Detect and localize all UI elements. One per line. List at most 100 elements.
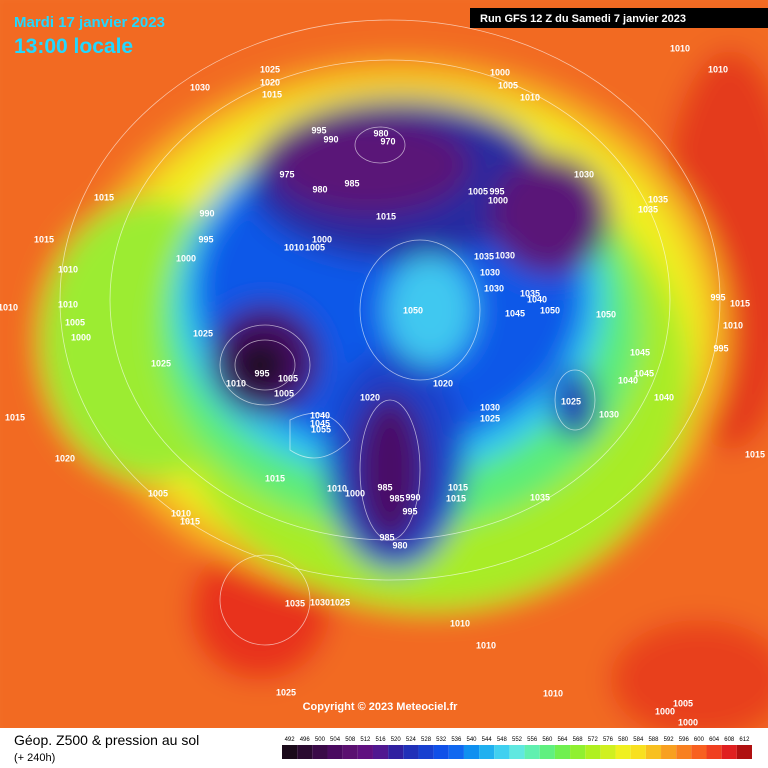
colorbar-label: 576 bbox=[603, 737, 614, 743]
field-purple bbox=[490, 155, 610, 275]
isobar-label: 1015 bbox=[745, 449, 765, 459]
colorbar-label: 516 bbox=[376, 737, 387, 743]
isobar-label: 1035 bbox=[638, 204, 658, 214]
isobar-label: 995 bbox=[713, 343, 728, 353]
colorbar-swatch bbox=[554, 745, 571, 759]
colorbar-label: 512 bbox=[360, 737, 371, 743]
time: 13:00 locale bbox=[14, 35, 133, 58]
colorbar-label: 564 bbox=[557, 737, 568, 743]
isobar-label: 1010 bbox=[58, 264, 78, 274]
colorbar-swatch bbox=[570, 745, 586, 759]
isobar-label: 1025 bbox=[330, 597, 350, 607]
isobar-label: 1030 bbox=[599, 409, 619, 419]
isobar-label: 1040 bbox=[618, 375, 638, 385]
isobar bbox=[554, 369, 596, 431]
isobar-label: 1020 bbox=[260, 77, 280, 87]
isobar-label: 1010 bbox=[450, 618, 470, 628]
colorbar-swatch bbox=[418, 745, 434, 759]
colorbar-label: 548 bbox=[497, 737, 508, 743]
colorbar-swatch bbox=[463, 745, 480, 759]
isobar bbox=[219, 554, 311, 646]
colorbar-swatch bbox=[539, 745, 555, 759]
isobar-label: 1055 bbox=[311, 424, 331, 434]
isobar-label: 1030 bbox=[495, 250, 515, 260]
colorbar-label: 580 bbox=[618, 737, 629, 743]
isobar-label: 995 bbox=[198, 234, 213, 244]
field-darkblue bbox=[553, 370, 597, 440]
isobar-label: 1025 bbox=[480, 413, 500, 423]
colorbar-swatch bbox=[691, 745, 707, 759]
isobar-label: 1030 bbox=[310, 597, 330, 607]
colorbar-label: 520 bbox=[391, 737, 402, 743]
isobar-label: 1035 bbox=[648, 194, 668, 204]
colorbar-label: 536 bbox=[451, 737, 462, 743]
colorbar-swatch bbox=[312, 745, 328, 759]
colorbar-label: 608 bbox=[724, 737, 735, 743]
isobar-label: 980 bbox=[312, 184, 327, 194]
isobar-label: 1005 bbox=[65, 317, 85, 327]
colorbar-swatch bbox=[615, 745, 631, 759]
date: Mardi 17 janvier 2023 bbox=[14, 14, 165, 31]
isobar-label: 1030 bbox=[480, 402, 500, 412]
isobar-label: 1015 bbox=[265, 473, 285, 483]
isobar-label: 1000 bbox=[312, 234, 332, 244]
isobar-label: 1015 bbox=[730, 298, 750, 308]
isobar-label: 1000 bbox=[176, 253, 196, 263]
colorbar-swatch bbox=[585, 745, 601, 759]
run-info: Run GFS 12 Z du Samedi 7 janvier 2023 bbox=[480, 13, 686, 25]
isobar bbox=[219, 324, 311, 406]
isobar-label: 1035 bbox=[474, 251, 494, 261]
isobar bbox=[59, 19, 721, 581]
colorbar-swatch bbox=[494, 745, 510, 759]
isobar-label: 980 bbox=[373, 128, 388, 138]
isobar-label: 1030 bbox=[190, 82, 210, 92]
isobar-label: 985 bbox=[344, 178, 359, 188]
isobar-label: 1005 bbox=[278, 373, 298, 383]
isobar-label: 1010 bbox=[327, 483, 347, 493]
isobar-label: 1000 bbox=[71, 332, 91, 342]
isobar-label: 1000 bbox=[490, 67, 510, 77]
isobar-label: 1000 bbox=[678, 717, 698, 727]
colorbar-label: 540 bbox=[467, 737, 478, 743]
colorbar-swatch bbox=[600, 745, 616, 759]
colorbar-label: 604 bbox=[709, 737, 720, 743]
colorbar-swatch bbox=[448, 745, 464, 759]
isobar-label: 1010 bbox=[476, 640, 496, 650]
isobar-label: 990 bbox=[405, 492, 420, 502]
isobar-label: 1045 bbox=[505, 308, 525, 318]
colorbar-label: 612 bbox=[739, 737, 750, 743]
colorbar-label: 592 bbox=[664, 737, 675, 743]
isobar-label: 1030 bbox=[480, 267, 500, 277]
footer-title: Géop. Z500 & pression au sol bbox=[14, 732, 199, 748]
colorbar-swatch bbox=[706, 745, 722, 759]
isobar-label: 1010 bbox=[543, 688, 563, 698]
colorbar-swatch bbox=[721, 745, 737, 759]
colorbar-swatch bbox=[509, 745, 525, 759]
isobar-label: 1045 bbox=[310, 418, 330, 428]
isobar-label: 1000 bbox=[655, 706, 675, 716]
colorbar-swatch bbox=[736, 745, 752, 759]
isobar bbox=[289, 412, 351, 459]
colorbar-swatch bbox=[479, 745, 495, 759]
isobar-label: 1010 bbox=[284, 242, 304, 252]
colorbar-label: 508 bbox=[345, 737, 356, 743]
isobar-label: 1040 bbox=[654, 392, 674, 402]
isobar-label: 1045 bbox=[630, 347, 650, 357]
isobar-label: 1025 bbox=[151, 358, 171, 368]
isobar-label: 1025 bbox=[276, 687, 296, 697]
isobar-label: 980 bbox=[392, 540, 407, 550]
field-core bbox=[232, 337, 288, 393]
isobar-label: 1045 bbox=[634, 368, 654, 378]
isobar-label: 1035 bbox=[520, 288, 540, 298]
isobar-label: 995 bbox=[489, 186, 504, 196]
colorbar-label: 572 bbox=[588, 737, 599, 743]
isobar bbox=[359, 239, 481, 381]
isobar-label: 1010 bbox=[58, 299, 78, 309]
copyright: Copyright © 2023 Meteociel.fr bbox=[303, 701, 459, 713]
colorbar-swatch bbox=[645, 745, 662, 759]
isobar-label: 1035 bbox=[285, 598, 305, 608]
colorbar-label: 568 bbox=[573, 737, 584, 743]
isobar-label: 985 bbox=[389, 493, 404, 503]
footer-subtitle: (+ 240h) bbox=[14, 752, 55, 764]
